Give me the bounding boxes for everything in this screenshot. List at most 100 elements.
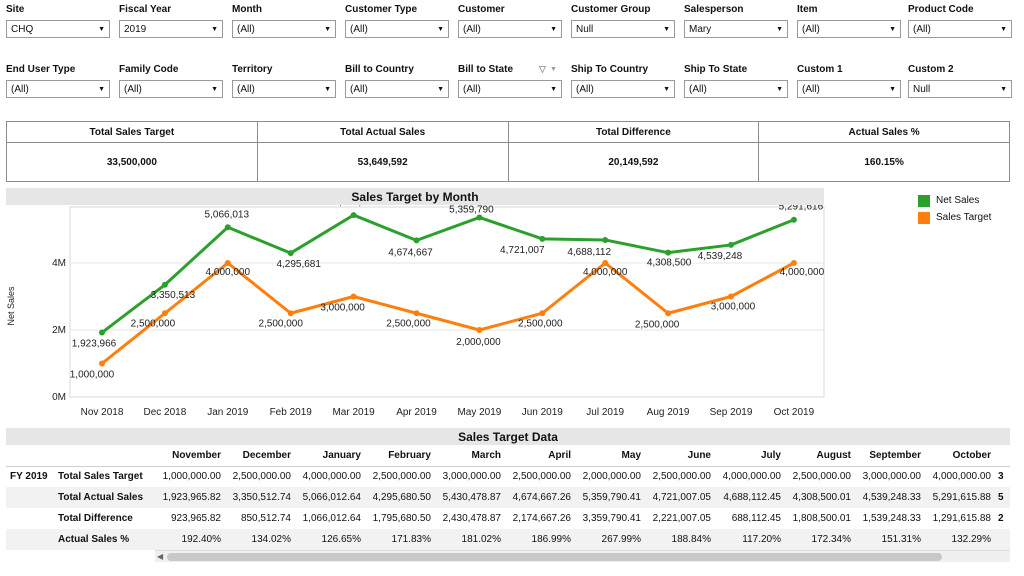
end-user-type-dropdown[interactable]: (All) ▼ <box>6 80 110 98</box>
data-label-sales-target: 2,500,000 <box>386 318 431 329</box>
legend-item-net-sales[interactable]: Net Sales <box>918 192 991 209</box>
x-tick-label: Feb 2019 <box>270 407 313 418</box>
column-header-june: June <box>645 445 715 467</box>
filter-label: Family Code <box>119 63 223 76</box>
ship-to-state-dropdown[interactable]: (All) ▼ <box>684 80 788 98</box>
data-point-net-sales <box>224 224 231 231</box>
chevron-down-icon: ▼ <box>1000 85 1007 93</box>
fiscal-year-empty <box>6 508 54 529</box>
data-label-net-sales: 4,721,007 <box>500 245 545 256</box>
filter-label-text: Ship To State <box>684 64 748 75</box>
table-cell: 4,308,500.01 <box>785 487 855 508</box>
chevron-down-icon: ▼ <box>211 25 218 33</box>
table-cell: 1,795,680.50 <box>372 513 431 524</box>
salesperson-dropdown[interactable]: Mary ▼ <box>684 20 788 38</box>
family-code-dropdown[interactable]: (All) ▼ <box>119 80 223 98</box>
bill-to-country-dropdown[interactable]: (All) ▼ <box>345 80 449 98</box>
filter-label: Customer <box>458 3 562 16</box>
funnel-filter-icon[interactable]: ▽ <box>539 64 546 74</box>
scrollbar-thumb[interactable] <box>167 553 942 561</box>
data-label-sales-target: 4,000,000 <box>583 267 628 278</box>
data-label-net-sales: 5,359,790 <box>449 205 494 215</box>
table-cell: 5,430,478.87 <box>435 487 505 508</box>
x-tick-label: Dec 2018 <box>143 407 186 418</box>
table-cell: 688,112.45 <box>731 513 781 524</box>
chevron-down-icon: ▼ <box>437 25 444 33</box>
table-cell: 2,500,000.00 <box>372 471 431 483</box>
fiscal-year-dropdown[interactable]: 2019 ▼ <box>119 20 223 38</box>
table-horizontal-scrollbar[interactable]: ◀ <box>155 550 1010 562</box>
bill-to-state-dropdown[interactable]: (All) ▼ <box>458 80 562 98</box>
kpi-value: 20,149,592 <box>608 156 659 168</box>
filter-label: Month <box>232 3 336 16</box>
dropdown-value: (All) <box>913 23 931 35</box>
filter-label: Bill to Country <box>345 63 449 76</box>
row-metric-total-difference: Total Difference <box>58 513 133 524</box>
data-label-net-sales: 4,308,500 <box>647 258 692 269</box>
data-point-net-sales <box>539 235 546 242</box>
data-point-net-sales <box>99 329 105 336</box>
data-point-sales-target <box>350 293 357 300</box>
filter-label-text: Bill to State <box>458 64 514 75</box>
scroll-left-arrow-icon[interactable]: ◀ <box>157 552 164 561</box>
kpi-total-actual-sales: Total Actual Sales 53,649,592 <box>257 122 509 181</box>
data-point-sales-target <box>99 360 105 367</box>
filter-item: Item (All) ▼ <box>797 3 901 38</box>
chevron-down-icon: ▼ <box>550 85 557 93</box>
table-cell: 4,539,248.33 <box>855 487 925 508</box>
y-tick-label: 4M <box>52 258 66 269</box>
table-cell: 186.99% <box>505 529 575 550</box>
customer-type-dropdown[interactable]: (All) ▼ <box>345 20 449 38</box>
customer-group-dropdown[interactable]: Null ▼ <box>571 20 675 38</box>
table-cell: 1,539,248.33 <box>862 513 921 524</box>
filter-label-text: Customer Type <box>345 4 418 15</box>
data-point-net-sales <box>287 250 294 257</box>
chart-title: Sales Target by Month <box>6 188 824 205</box>
data-point-net-sales <box>413 237 420 244</box>
table-cell: 4,000,000.00 <box>932 471 991 483</box>
filter-label: Custom 1 <box>797 63 901 76</box>
item-dropdown[interactable]: (All) ▼ <box>797 20 901 38</box>
ship-to-country-dropdown[interactable]: (All) ▼ <box>571 80 675 98</box>
table-cell-overflow <box>995 529 1010 550</box>
data-label-net-sales: 1,923,966 <box>72 339 117 350</box>
table-cell: 4,000,000.00 <box>302 471 361 483</box>
chevron-down-icon: ▼ <box>776 25 783 33</box>
legend-item-sales-target[interactable]: Sales Target <box>918 209 991 226</box>
y-tick-label: 2M <box>52 325 66 336</box>
filter-label-text: Territory <box>232 64 273 75</box>
filter-label: Site <box>6 3 110 16</box>
column-header-september: September <box>855 445 925 467</box>
table-cell: 5,291,615.88 <box>925 487 995 508</box>
territory-dropdown[interactable]: (All) ▼ <box>232 80 336 98</box>
product-code-dropdown[interactable]: (All) ▼ <box>908 20 1012 38</box>
filter-label-text: Ship To Country <box>571 64 649 75</box>
table-cell: 117.20% <box>715 529 785 550</box>
x-tick-label: Oct 2019 <box>774 407 815 418</box>
x-tick-label: Aug 2019 <box>647 407 690 418</box>
table-cell: 4,688,112.45 <box>715 487 785 508</box>
table-cell: 5,359,790.41 <box>575 487 645 508</box>
filter-menu-chevron-icon[interactable]: ▼ <box>549 66 557 73</box>
chart-legend[interactable]: Net Sales Sales Target <box>918 192 991 226</box>
custom-2-dropdown[interactable]: Null ▼ <box>908 80 1012 98</box>
site-dropdown[interactable]: CHQ ▼ <box>6 20 110 38</box>
dropdown-value: (All) <box>802 83 820 95</box>
x-tick-label: Jun 2019 <box>522 407 564 418</box>
plot-area <box>69 206 825 398</box>
table-cell: 3,359,790.41 <box>582 513 641 524</box>
customer-dropdown[interactable]: (All) ▼ <box>458 20 562 38</box>
custom-1-dropdown[interactable]: (All) ▼ <box>797 80 901 98</box>
column-header-january: January <box>295 445 365 467</box>
data-point-sales-target <box>476 327 483 333</box>
month-dropdown[interactable]: (All) ▼ <box>232 20 336 38</box>
filter-label: Fiscal Year <box>119 3 223 16</box>
table-cell-overflow: 5 <box>995 487 1010 508</box>
filter-ship-to-state: Ship To State (All) ▼ <box>684 63 788 98</box>
table-cell: 4,000,000.00 <box>722 471 781 483</box>
table-cell: 126.65% <box>295 529 365 550</box>
chevron-down-icon: ▼ <box>889 25 896 33</box>
data-point-net-sales <box>350 212 357 219</box>
sales-target-line-chart[interactable]: 0M 2M 4M Net Sales Nov 2018 Dec 2018 Jan 2019 F… <box>0 205 830 425</box>
data-point-sales-target <box>665 310 672 317</box>
